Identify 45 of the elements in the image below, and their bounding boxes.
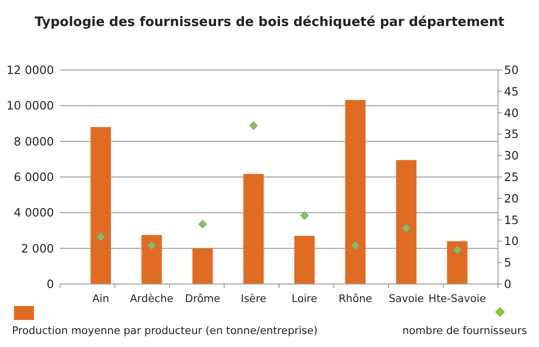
y2-tick-label: 5: [504, 256, 512, 270]
point: [452, 245, 462, 254]
bar: [90, 127, 111, 284]
bar: [294, 236, 315, 284]
chart-title: Typologie des fournisseurs de bois déchiqueté par département: [34, 15, 504, 30]
y-tick-label: 4 0000: [14, 206, 54, 220]
bar: [396, 160, 417, 284]
y2-tick-label: 30: [504, 148, 519, 163]
y-tick-label: 6 0000: [14, 170, 54, 184]
y2-tick-label: 20: [504, 191, 519, 206]
y2-tick-label: 50: [504, 63, 519, 77]
x-tick-label: Loire: [292, 293, 318, 305]
point: [147, 241, 156, 250]
point: [300, 211, 309, 220]
point: [96, 232, 106, 242]
x-tick-label: Hte-Savoie: [428, 293, 486, 305]
bar: [447, 241, 468, 284]
y2-tick-label: 0: [504, 277, 512, 291]
y2-tick-label: 25: [504, 170, 519, 184]
x-tick-label: Isère: [240, 293, 266, 305]
y-tick-label: 12 0000: [6, 63, 54, 77]
y2-tick-label: 15: [504, 212, 519, 227]
point: [249, 121, 258, 130]
y2-tick-label: 35: [504, 127, 519, 142]
y-tick-label: 8 0000: [14, 134, 54, 148]
bar: [192, 248, 213, 284]
point: [402, 224, 411, 233]
x-tick-label: Ardèche: [130, 293, 174, 305]
point: [351, 241, 360, 250]
y2-tick-label: 40: [504, 106, 519, 120]
y-tick-label: 2 000: [21, 241, 54, 256]
y-tick-label: 10 0000: [6, 98, 54, 113]
y2-tick-label: 45: [504, 84, 519, 98]
legend-label: nombre de fournisseurs: [402, 325, 527, 337]
bar: [141, 234, 162, 284]
x-tick-label: Ain: [92, 293, 110, 305]
x-tick-label: Drôme: [184, 293, 220, 305]
legend-label: Production moyenne par producteur (en tonne/entreprise): [12, 325, 318, 337]
y2-tick-label: 10: [504, 234, 519, 248]
point: [198, 220, 207, 228]
x-tick-label: Rhône: [338, 293, 372, 305]
x-tick-label: Savoie: [388, 293, 424, 305]
y-tick-label: 0: [46, 277, 54, 291]
bar: [243, 174, 264, 284]
bar: [345, 100, 366, 284]
